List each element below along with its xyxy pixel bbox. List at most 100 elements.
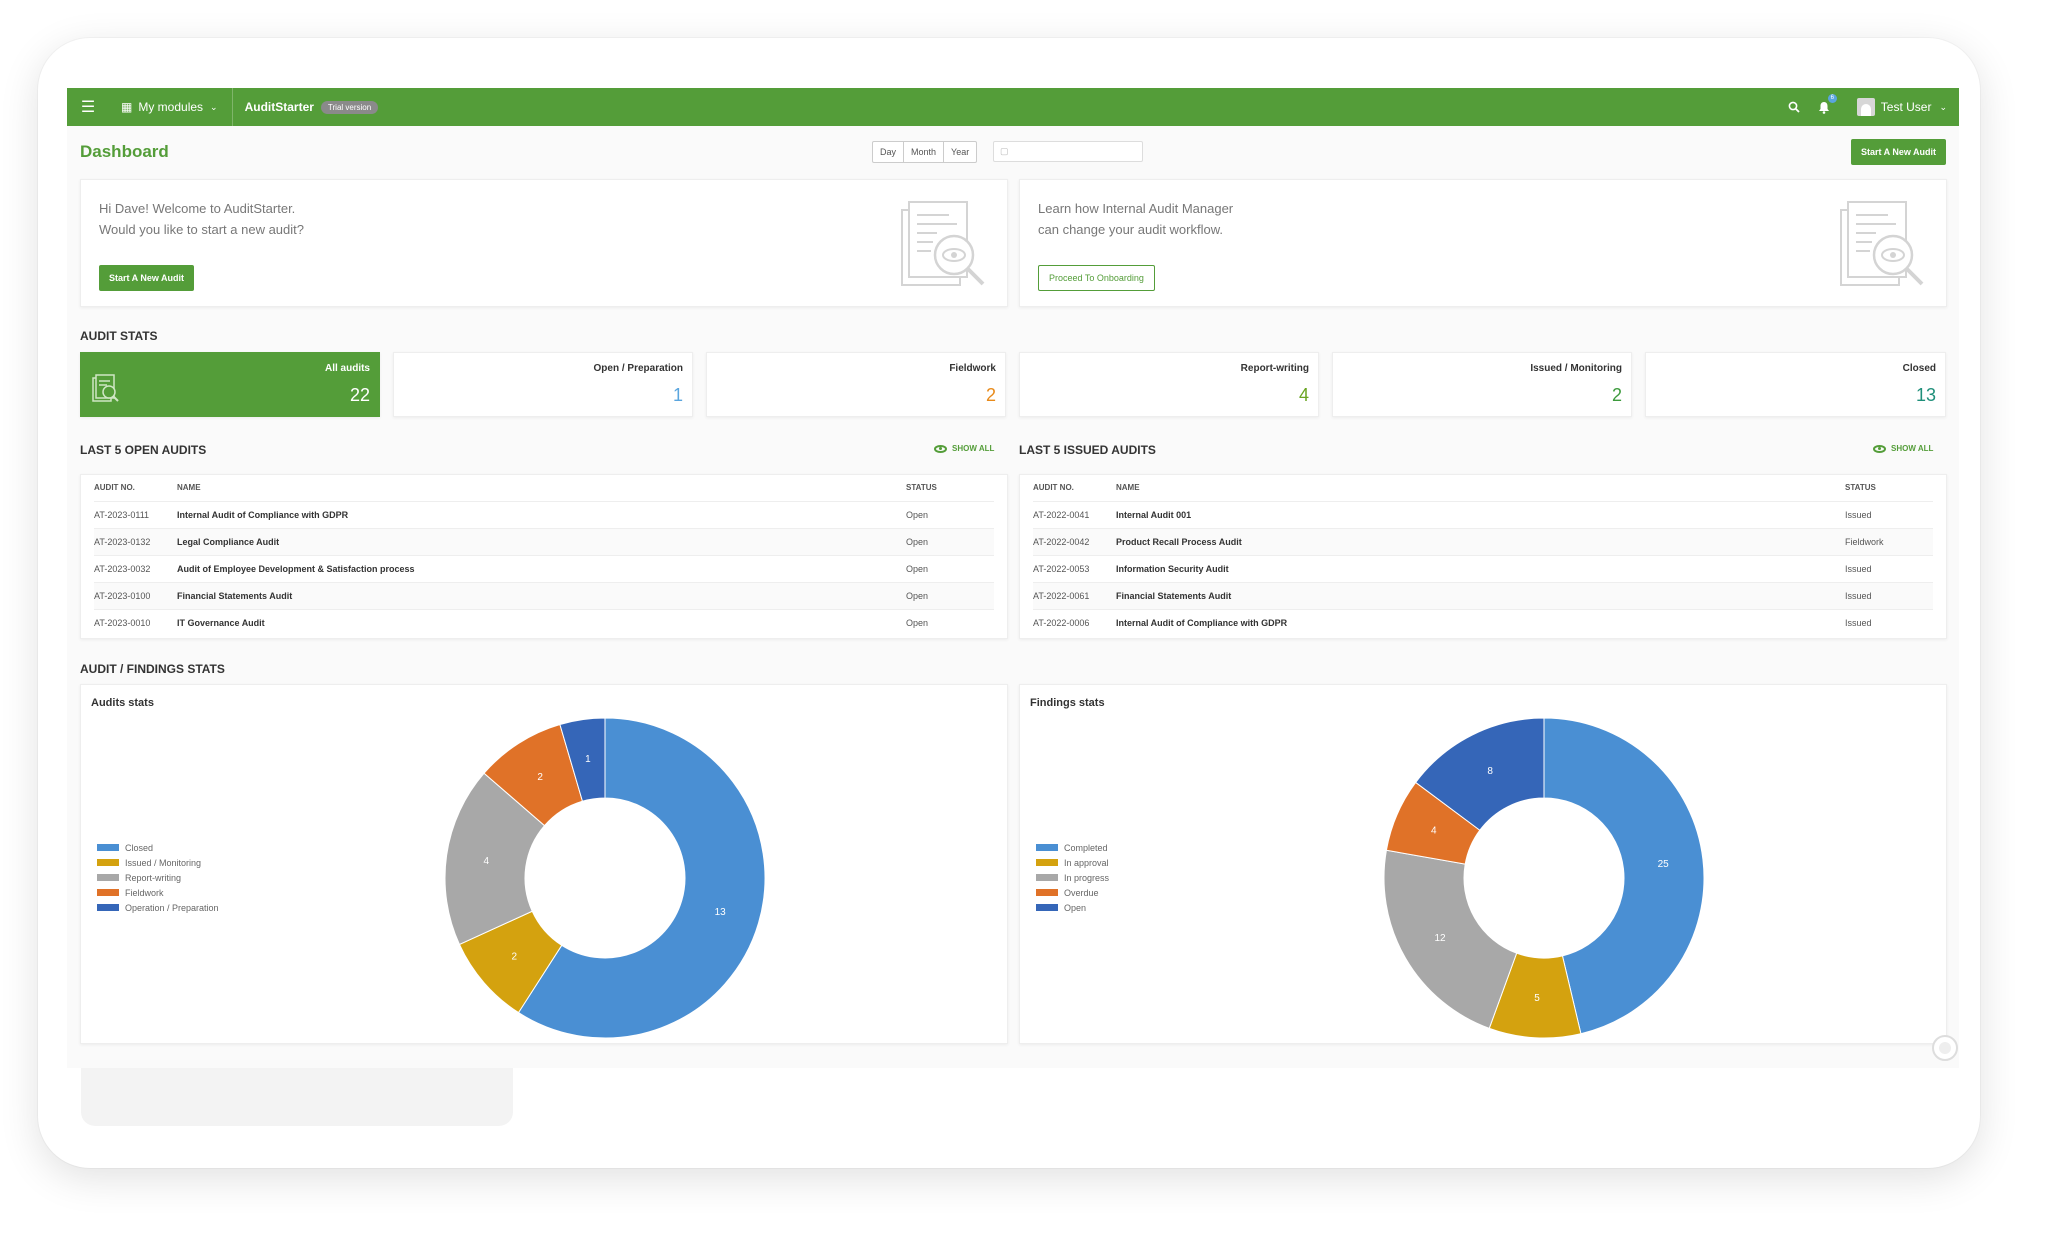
modules-dropdown[interactable]: ▦ My modules ⌄ (109, 88, 233, 126)
start-new-audit-button[interactable]: Start A New Audit (99, 265, 195, 291)
issued-audits-table: AUDIT NO. NAME STATUS AT-2022-0041 Inter… (1019, 474, 1947, 639)
legend-swatch (1036, 859, 1058, 866)
show-all-issued-link[interactable]: SHOW ALL (1873, 444, 1933, 453)
bell-icon[interactable]: 6 (1809, 93, 1839, 114)
stat-closed[interactable]: Closed 13 (1645, 352, 1946, 417)
hamburger-icon[interactable]: ☰ (80, 99, 96, 116)
stat-value: 13 (1915, 385, 1936, 405)
donut-slice-report-writing[interactable] (445, 772, 546, 946)
legend-item[interactable]: Closed (97, 840, 219, 855)
chart-title: Findings stats (1030, 697, 1105, 709)
search-icon[interactable] (1779, 101, 1809, 113)
legend-label: In approval (1064, 857, 1109, 868)
legend-item[interactable]: Fieldwork (97, 885, 219, 900)
stat-label: All audits (324, 363, 370, 374)
welcome-card: Hi Dave! Welcome to AuditStarter. Would … (80, 179, 1008, 307)
legend-label: Operation / Preparation (125, 902, 219, 913)
background-card (81, 1068, 513, 1126)
table-row[interactable]: AT-2023-0132 Legal Compliance Audit Open (94, 527, 994, 555)
legend-item[interactable]: Overdue (1036, 885, 1109, 900)
table-row[interactable]: AT-2023-0111 Internal Audit of Complianc… (94, 500, 994, 528)
stat-fieldwork[interactable]: Fieldwork 2 (706, 352, 1006, 417)
start-new-audit-button[interactable]: Start A New Audit (1850, 139, 1946, 165)
app-name-label: AuditStarter (244, 100, 314, 114)
slice-value-label: 2 (537, 772, 543, 783)
legend-item[interactable]: Operation / Preparation (97, 900, 219, 915)
audit-name-cell[interactable]: Legal Compliance Audit (177, 527, 906, 555)
audit-no-cell: AT-2023-0111 (94, 500, 177, 528)
donut-slice-operation-preparation[interactable] (559, 718, 606, 802)
audit-document-icon (92, 374, 119, 402)
audit-no-cell: AT-2022-0061 (1033, 581, 1116, 609)
column-header: AUDIT NO. (94, 483, 135, 493)
app-name[interactable]: AuditStarter Trial version (233, 88, 391, 126)
proceed-to-onboarding-button[interactable]: Proceed To Onboarding (1038, 265, 1155, 291)
legend-item[interactable]: Issued / Monitoring (97, 855, 219, 870)
stat-all-audits[interactable]: All audits 22 (80, 352, 380, 417)
audit-name-cell[interactable]: Financial Statements Audit (1116, 581, 1845, 609)
column-header: NAME (1116, 483, 1140, 493)
table-row[interactable]: AT-2022-0053 Information Security Audit … (1033, 554, 1933, 582)
audit-name-cell[interactable]: IT Governance Audit (177, 608, 906, 636)
table-row[interactable]: AT-2023-0100 Financial Statements Audit … (94, 581, 994, 609)
findings-donut-chart: 25 5 12 4 8 (1384, 718, 1704, 1038)
period-month[interactable]: Month (904, 142, 945, 162)
donut-slice-open[interactable] (1414, 718, 1545, 831)
findings-stats-chart-card: Findings stats Completed In approval In pr… (1019, 684, 1947, 1044)
audit-no-cell: AT-2022-0053 (1033, 554, 1116, 582)
legend-item[interactable]: Report-writing (97, 870, 219, 885)
stat-issued-monitoring[interactable]: Issued / Monitoring 2 (1332, 352, 1632, 417)
slice-value-label: 5 (1534, 993, 1540, 1004)
donut-slice-completed[interactable] (1543, 718, 1704, 1035)
audit-name-cell[interactable]: Information Security Audit (1116, 554, 1845, 582)
grid-icon: ▦ (121, 100, 133, 114)
issued-audits-title: LAST 5 ISSUED AUDITS (1019, 443, 1156, 457)
welcome-line-1: Hi Dave! Welcome to AuditStarter. (99, 201, 296, 216)
legend-item[interactable]: In approval (1036, 855, 1109, 870)
table-row[interactable]: AT-2022-0061 Financial Statements Audit … (1033, 581, 1933, 609)
table-row[interactable]: AT-2023-0032 Audit of Employee Developme… (94, 554, 994, 582)
slice-value-label: 4 (483, 856, 489, 867)
legend-item[interactable]: In progress (1036, 870, 1109, 885)
table-row[interactable]: AT-2022-0041 Internal Audit 001 Issued (1033, 500, 1933, 528)
show-all-open-link[interactable]: SHOW ALL (934, 444, 994, 453)
audit-name-cell[interactable]: Internal Audit 001 (1116, 500, 1845, 528)
eye-icon (1873, 444, 1886, 453)
stat-report-writing[interactable]: Report-writing 4 (1019, 352, 1319, 417)
avatar (1856, 98, 1875, 116)
audit-name-cell[interactable]: Audit of Employee Development & Satisfac… (177, 554, 906, 582)
open-audits-title: LAST 5 OPEN AUDITS (80, 443, 207, 457)
stat-label: Issued / Monitoring (1530, 363, 1622, 374)
audit-status-cell: Issued (1845, 581, 1933, 609)
audit-no-cell: AT-2023-0010 (94, 608, 177, 636)
audit-status-cell: Open (906, 608, 994, 636)
audit-status-cell: Issued (1845, 500, 1933, 528)
audit-stats-title: AUDIT STATS (80, 329, 158, 343)
date-range-input[interactable]: ▢ (993, 141, 1143, 162)
user-menu[interactable]: Test User ⌄ (1839, 88, 1959, 126)
table-row[interactable]: AT-2022-0042 Product Recall Process Audi… (1033, 527, 1933, 555)
audit-name-cell[interactable]: Internal Audit of Compliance with GDPR (177, 500, 906, 528)
slice-value-label: 13 (715, 907, 727, 918)
scroll-indicator[interactable] (1932, 1035, 1958, 1061)
period-year[interactable]: Year (951, 147, 970, 157)
period-day[interactable]: Day (873, 142, 905, 162)
legend-label: Closed (125, 842, 154, 853)
donut-slice-in-progress[interactable] (1384, 849, 1518, 1029)
table-row[interactable]: AT-2022-0006 Internal Audit of Complianc… (1033, 608, 1933, 636)
audit-name-cell[interactable]: Financial Statements Audit (177, 581, 906, 609)
stat-open-preparation[interactable]: Open / Preparation 1 (393, 352, 693, 417)
chevron-down-icon: ⌄ (210, 101, 218, 112)
trial-badge: Trial version (320, 100, 379, 114)
audit-document-icon (1840, 201, 1924, 286)
notification-count-badge: 6 (1827, 93, 1837, 103)
legend-item[interactable]: Open (1036, 900, 1109, 915)
audit-name-cell[interactable]: Product Recall Process Audit (1116, 527, 1845, 555)
slice-value-label: 12 (1435, 933, 1447, 944)
legend-item[interactable]: Completed (1036, 840, 1109, 855)
donut-slice-closed[interactable] (517, 718, 765, 1038)
audit-name-cell[interactable]: Internal Audit of Compliance with GDPR (1116, 608, 1845, 636)
audit-no-cell: AT-2023-0100 (94, 581, 177, 609)
table-row[interactable]: AT-2023-0010 IT Governance Audit Open (94, 608, 994, 636)
page-title: Dashboard (80, 142, 169, 161)
